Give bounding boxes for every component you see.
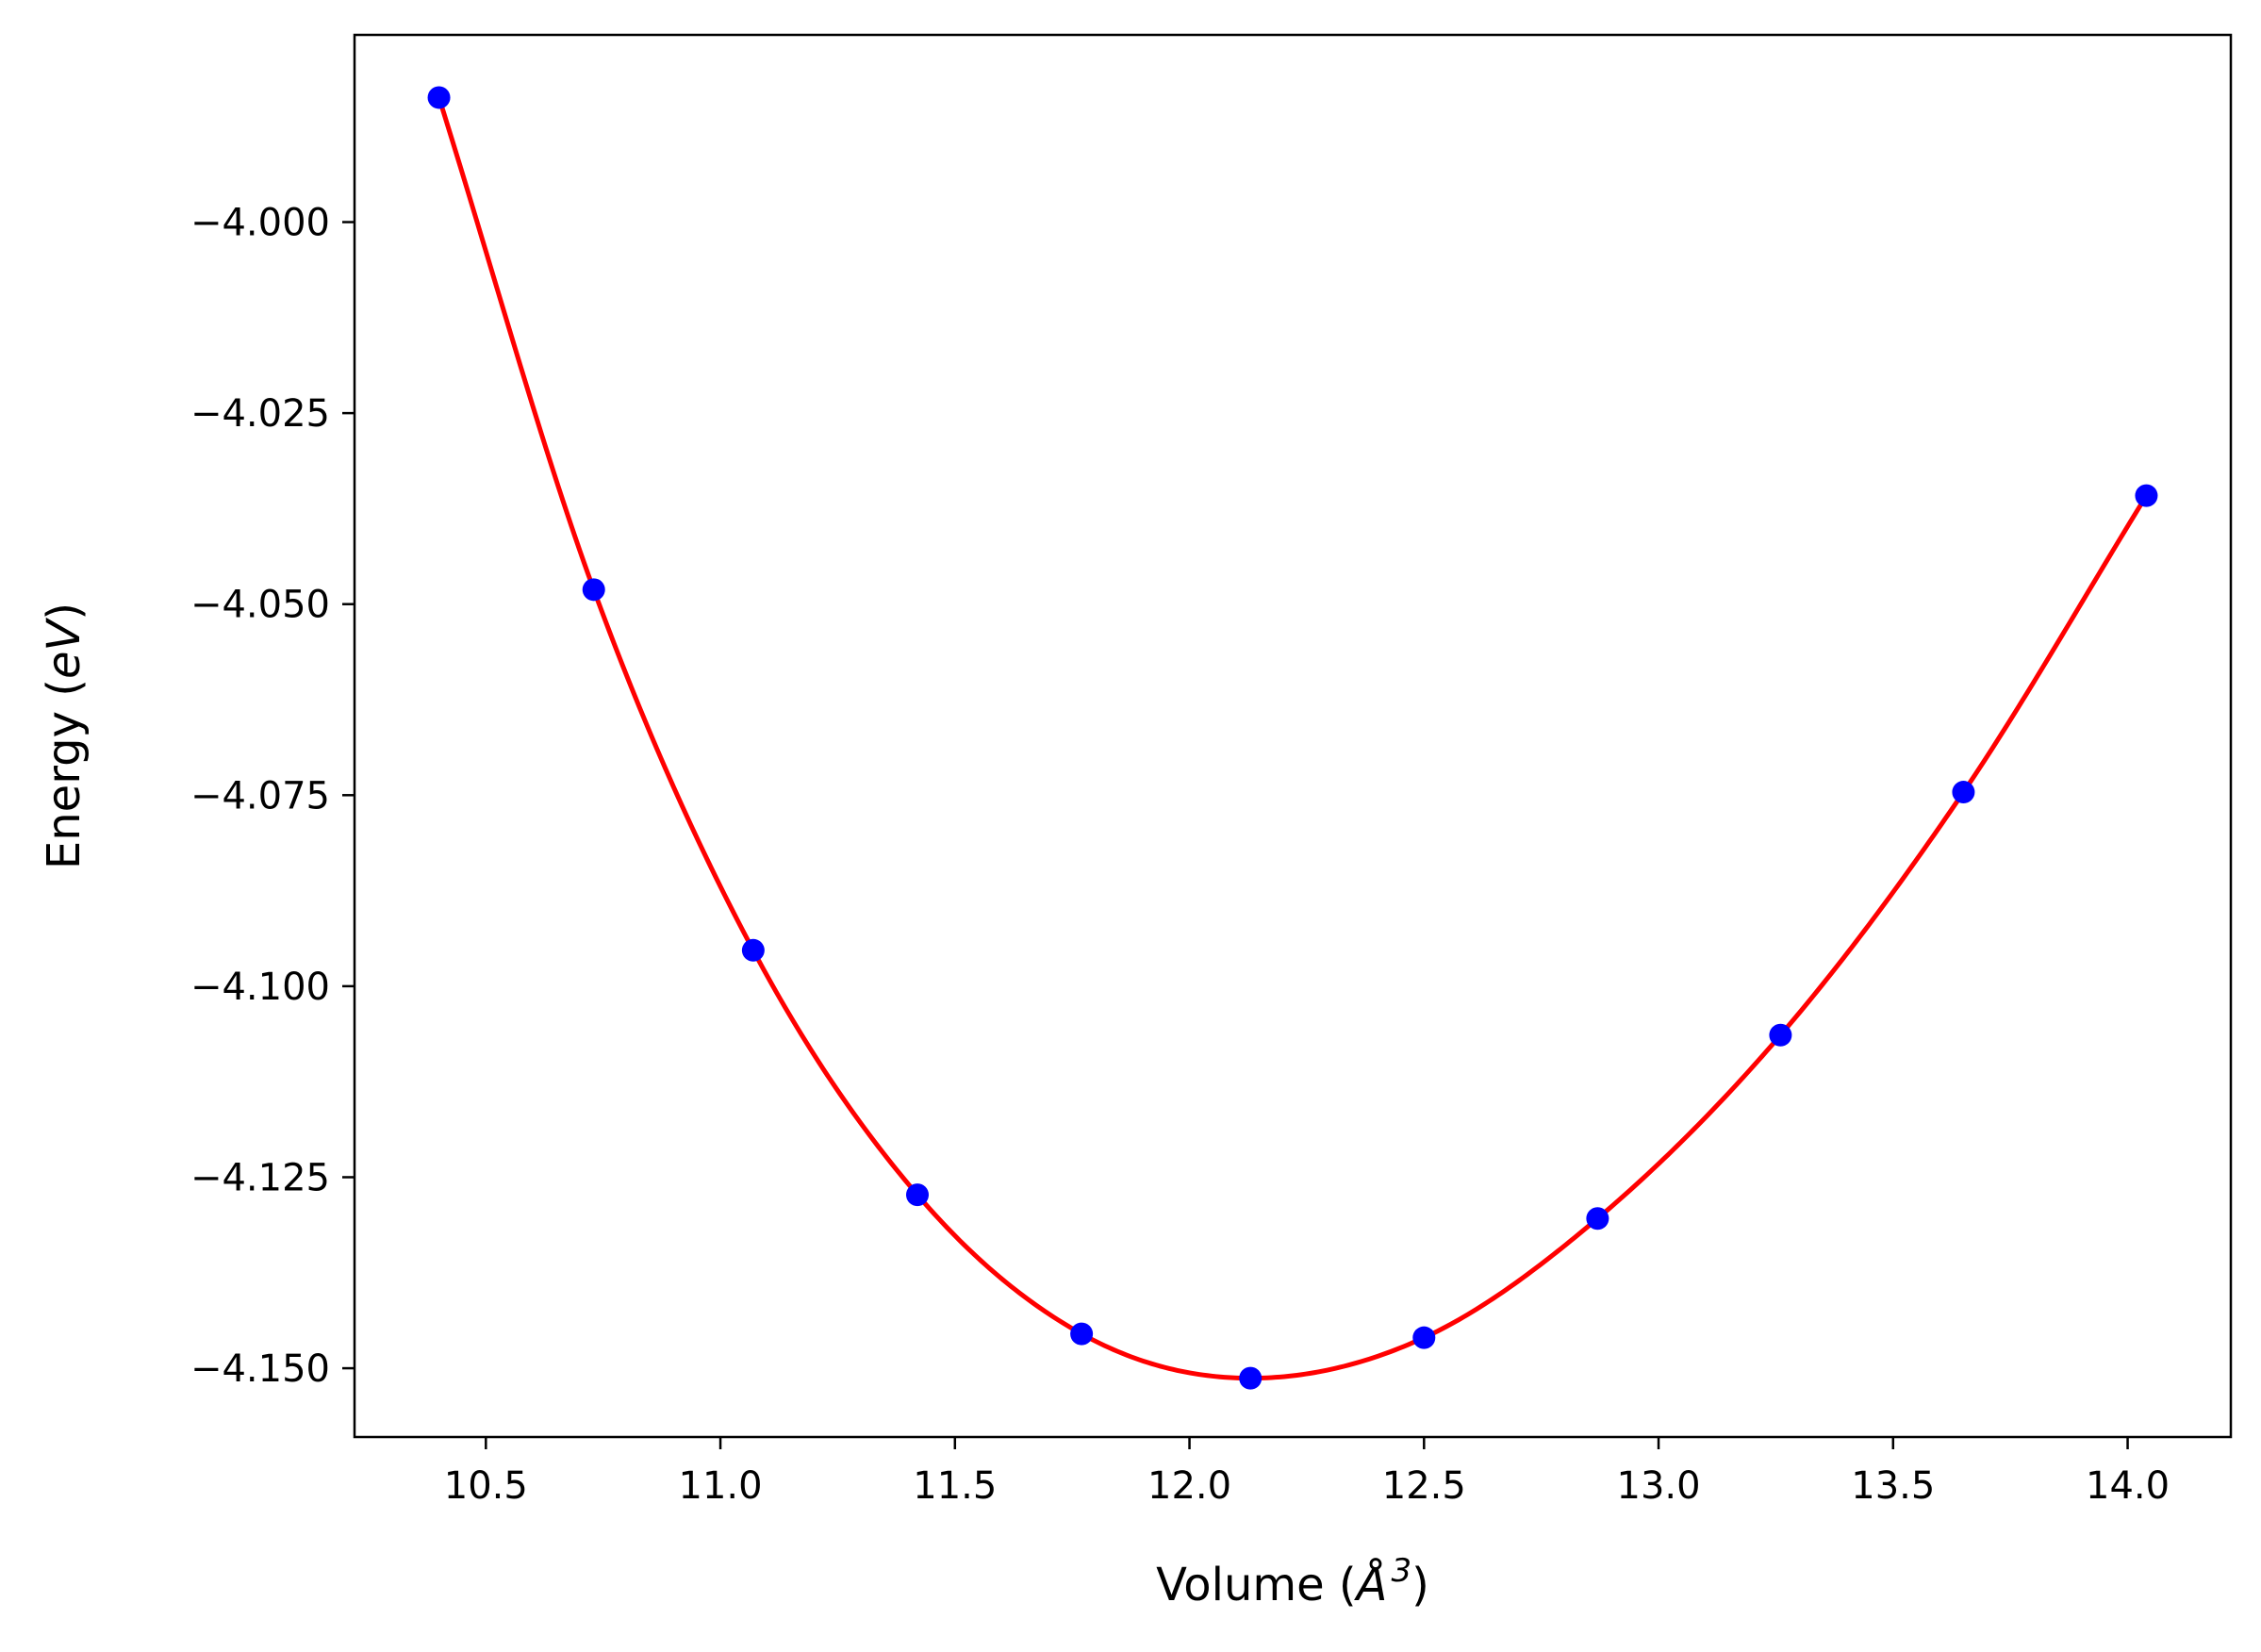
data-point (2135, 484, 2158, 507)
data-point (1586, 1207, 1609, 1231)
x-tick-label: 10.5 (444, 1464, 528, 1508)
data-point (1412, 1326, 1436, 1349)
x-tick-label: 13.0 (1617, 1464, 1701, 1508)
x-axis-label: Volume (Å 3) (1156, 1552, 1429, 1611)
plot-area-frame (353, 33, 2233, 1439)
y-tick-label: −4.050 (190, 584, 330, 627)
y-tick-label: −4.075 (190, 774, 330, 818)
data-point (1239, 1366, 1263, 1390)
data-point (427, 86, 451, 109)
y-tick-label: −4.125 (190, 1156, 330, 1199)
x-tick-label: 13.5 (1851, 1464, 1935, 1508)
data-point (1769, 1023, 1792, 1047)
y-tick-label: −4.025 (190, 392, 330, 436)
data-point (906, 1183, 929, 1207)
x-tick-label: 11.0 (679, 1464, 763, 1508)
fit-curve-layer (437, 96, 2149, 1381)
x-axis-ticks: 10.5 11.0 11.5 12.0 12.5 13.0 13.5 14.0 (444, 1437, 2170, 1508)
y-tick-label: −4.150 (190, 1347, 330, 1391)
x-tick-label: 12.5 (1382, 1464, 1466, 1508)
data-point (1070, 1322, 1094, 1346)
data-point (582, 578, 605, 602)
y-axis-label: Energy (eV) (38, 603, 91, 869)
fit-curve (437, 96, 2149, 1381)
y-tick-label: −4.100 (190, 966, 330, 1009)
data-point (1952, 781, 1975, 804)
x-tick-label: 12.0 (1147, 1464, 1231, 1508)
x-tick-label: 11.5 (913, 1464, 997, 1508)
x-tick-label: 14.0 (2086, 1464, 2170, 1508)
y-axis-ticks: −4.000 −4.025 −4.050 −4.075 −4.100 −4.125 −4.1… (190, 202, 355, 1391)
data-point (741, 938, 765, 962)
y-tick-label: −4.000 (190, 202, 330, 245)
data-points-layer (427, 86, 2158, 1390)
